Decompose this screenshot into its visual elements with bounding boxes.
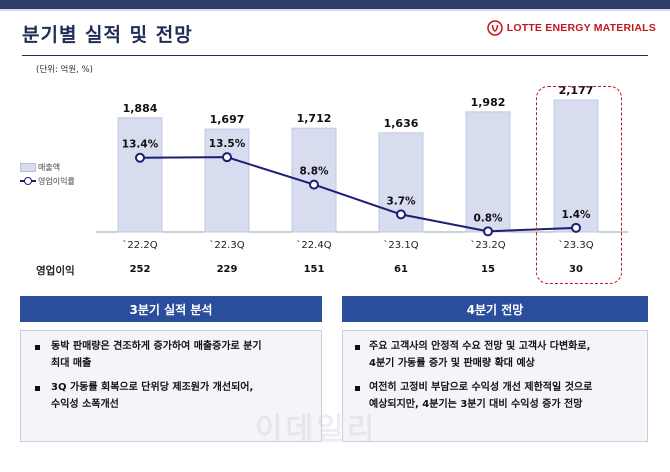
operating-profit-value-1: 229	[216, 264, 238, 275]
operating-profit-row: 252 229 151 61 15 30	[0, 264, 670, 280]
q4-bullet-2-line-2: 예상되지만, 4분기는 3분기 대비 수익성 증가 전망	[369, 399, 583, 410]
lotte-logo-icon	[486, 20, 503, 36]
bullet-icon	[355, 345, 360, 350]
operating-profit-value-5: 30	[569, 264, 583, 275]
bar-value-label-3: 1,636	[384, 117, 419, 130]
legend-line-swatch	[20, 177, 36, 185]
bullet-icon	[355, 386, 360, 391]
bar-revenue-3	[378, 132, 424, 233]
q3-bullet-2: 3Q 가동률 회복으로 단위당 제조원가 개선되어, 수익성 소폭개선	[51, 379, 253, 413]
category-axis: `22.2Q `22.3Q `22.4Q `23.1Q `23.2Q `23.3Q	[0, 240, 670, 256]
watermark: 이데일리	[255, 412, 378, 447]
margin-line	[139, 156, 577, 233]
operating-profit-value-0: 252	[129, 264, 151, 275]
bar-revenue-1	[204, 128, 250, 233]
q3-bullet-1-line-2: 최대 매출	[51, 358, 92, 369]
top-accent-bar	[0, 0, 670, 9]
operating-profit-value-3: 61	[394, 264, 408, 275]
bar-revenue-5	[553, 99, 599, 233]
q3-bullet-2-line-2: 수익성 소폭개선	[51, 399, 119, 410]
margin-value-label-1: 13.5%	[209, 138, 246, 150]
chart-legend: 매출액 영업이익률	[20, 160, 75, 188]
legend-revenue-label: 매출액	[38, 162, 61, 172]
margin-value-label-4: 0.8%	[473, 212, 503, 224]
legend-item-revenue: 매출액	[20, 160, 75, 174]
operating-profit-value-2: 151	[303, 264, 325, 275]
q4-bullet-2-line-1: 여전히 고정비 부담으로 수익성 개선 제한적일 것으로	[369, 382, 593, 393]
margin-value-label-0: 13.4%	[122, 139, 159, 151]
panel-heading-q3: 3분기 실적 분석	[20, 296, 322, 322]
margin-point-3	[396, 209, 406, 220]
bar-value-label-0: 1,884	[123, 102, 158, 115]
legend-item-margin: 영업이익률	[20, 174, 75, 188]
category-label-2: `22.4Q	[296, 240, 332, 251]
brand-logo: LOTTE ENERGY MATERIALS	[486, 20, 656, 36]
bar-revenue-4	[465, 111, 511, 233]
margin-point-2	[309, 179, 319, 190]
bar-value-label-5: 2,177	[559, 84, 594, 97]
margin-value-label-3: 3.7%	[386, 195, 416, 207]
margin-point-5	[571, 222, 581, 233]
panel-q3-analysis: 동박 판매량은 견조하게 증가하여 매출증가로 분기 최대 매출 3Q 가동률 …	[20, 330, 322, 442]
brand-name: LOTTE ENERGY MATERIALS	[506, 22, 656, 34]
unit-note: (단위: 억원, %)	[36, 65, 93, 75]
q3-bullet-2-line-1: 3Q 가동률 회복으로 단위당 제조원가 개선되어,	[51, 382, 254, 393]
q4-bullet-2: 여전히 고정비 부담으로 수익성 개선 제한적일 것으로 예상되지만, 4분기는…	[369, 379, 592, 413]
margin-point-0	[135, 152, 145, 163]
highlight-frame	[536, 86, 622, 284]
operating-profit-value-4: 15	[481, 264, 495, 275]
q3-bullet-1-line-1: 동박 판매량은 견조하게 증가하여 매출증가로 분기	[51, 341, 262, 352]
legend-bar-swatch	[20, 162, 36, 172]
bullet-icon	[35, 386, 40, 391]
category-label-3: `23.1Q	[383, 240, 419, 251]
operating-profit-label: 영업이익	[36, 265, 75, 277]
category-label-5: `23.3Q	[558, 240, 594, 251]
bar-value-label-4: 1,982	[471, 96, 506, 109]
category-label-4: `23.2Q	[470, 240, 506, 251]
margin-value-label-2: 8.8%	[299, 166, 329, 178]
margin-value-label-5: 1.4%	[561, 209, 591, 221]
title-divider	[22, 55, 648, 56]
margin-point-1	[222, 152, 232, 163]
bar-value-label-2: 1,712	[297, 112, 332, 125]
legend-margin-label: 영업이익률	[38, 176, 75, 186]
q4-bullet-1-line-1: 주요 고객사의 안정적 수요 전망 및 고객사 다변화로,	[369, 341, 591, 352]
panel-heading-q4: 4분기 전망	[342, 296, 648, 322]
bar-revenue-0	[117, 117, 163, 233]
page-title: 분기별 실적 및 전망	[22, 24, 193, 46]
q4-bullet-1-line-2: 4분기 가동률 증가 및 판매량 확대 예상	[369, 358, 535, 369]
q3-bullet-1: 동박 판매량은 견조하게 증가하여 매출증가로 분기 최대 매출	[51, 338, 262, 372]
revenue-margin-chart: 1,884 1,697 1,712 1,636 1,982 2,177 13.4% 13.5%…	[96, 84, 628, 237]
q4-bullet-1: 주요 고객사의 안정적 수요 전망 및 고객사 다변화로, 4분기 가동률 증가…	[369, 338, 590, 372]
category-label-1: `22.3Q	[209, 240, 245, 251]
panel-q4-outlook: 주요 고객사의 안정적 수요 전망 및 고객사 다변화로, 4분기 가동률 증가…	[342, 330, 648, 442]
category-label-0: `22.2Q	[122, 240, 158, 251]
top-accent-line	[0, 9, 670, 11]
bullet-icon	[35, 345, 40, 350]
bar-value-label-1: 1,697	[210, 113, 245, 126]
margin-point-4	[483, 226, 493, 237]
